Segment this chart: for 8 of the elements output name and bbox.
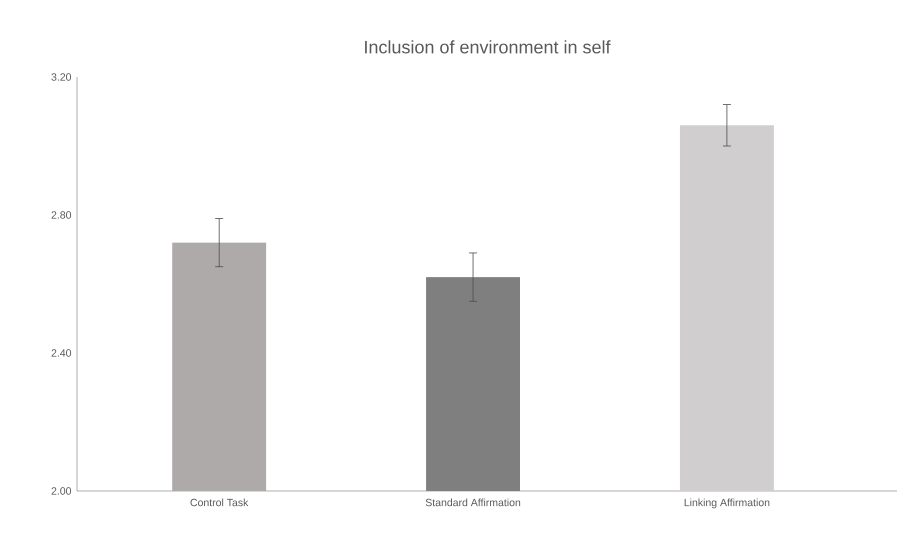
y-tick-label: 2.00 [52, 487, 72, 495]
y-tick-label: 2.80 [52, 211, 72, 219]
x-tick-label: Linking Affirmation [684, 498, 770, 508]
x-tick-label: Standard Affirmation [426, 498, 520, 506]
x-tick-label: Control Task [190, 498, 248, 506]
y-tick-label: 3.20 [51, 73, 72, 81]
chart-title: Inclusion of environment in self [365, 40, 611, 54]
y-tick-label: 2.40 [52, 349, 72, 357]
